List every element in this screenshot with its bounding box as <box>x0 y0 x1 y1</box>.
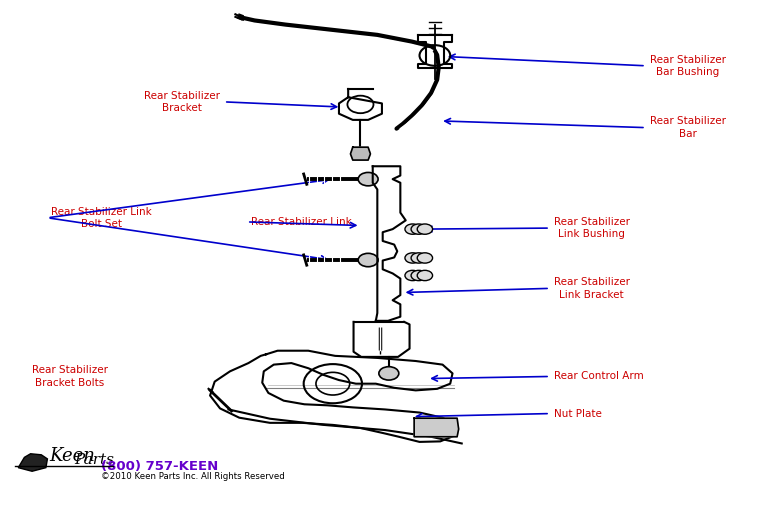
Text: Rear Stabilizer
Bar: Rear Stabilizer Bar <box>650 117 725 139</box>
Text: Rear Stabilizer
Bracket: Rear Stabilizer Bracket <box>144 91 220 113</box>
Text: Nut Plate: Nut Plate <box>554 409 601 419</box>
Circle shape <box>379 367 399 380</box>
Text: Rear Stabilizer
Bar Bushing: Rear Stabilizer Bar Bushing <box>650 54 725 77</box>
Circle shape <box>358 172 378 186</box>
Text: Parts: Parts <box>74 453 114 467</box>
Polygon shape <box>350 147 370 160</box>
Text: Keen: Keen <box>49 447 95 465</box>
Circle shape <box>417 253 433 263</box>
Text: (800) 757-KEEN: (800) 757-KEEN <box>101 459 219 472</box>
Text: Rear Control Arm: Rear Control Arm <box>554 371 644 381</box>
Polygon shape <box>18 454 48 471</box>
Text: Rear Stabilizer Link: Rear Stabilizer Link <box>251 217 351 227</box>
Circle shape <box>405 224 420 234</box>
Text: Rear Stabilizer Link
Bolt Set: Rear Stabilizer Link Bolt Set <box>52 207 152 229</box>
Circle shape <box>358 253 378 267</box>
Text: Rear Stabilizer
Bracket Bolts: Rear Stabilizer Bracket Bolts <box>32 365 108 387</box>
Circle shape <box>411 270 427 281</box>
Circle shape <box>417 270 433 281</box>
Circle shape <box>405 270 420 281</box>
Text: Rear Stabilizer
Link Bushing: Rear Stabilizer Link Bushing <box>554 217 630 239</box>
Polygon shape <box>414 418 459 437</box>
Text: ©2010 Keen Parts Inc. All Rights Reserved: ©2010 Keen Parts Inc. All Rights Reserve… <box>101 472 285 481</box>
Circle shape <box>417 224 433 234</box>
Circle shape <box>411 224 427 234</box>
Text: Rear Stabilizer
Link Bracket: Rear Stabilizer Link Bracket <box>554 277 630 299</box>
Circle shape <box>405 253 420 263</box>
Circle shape <box>411 253 427 263</box>
